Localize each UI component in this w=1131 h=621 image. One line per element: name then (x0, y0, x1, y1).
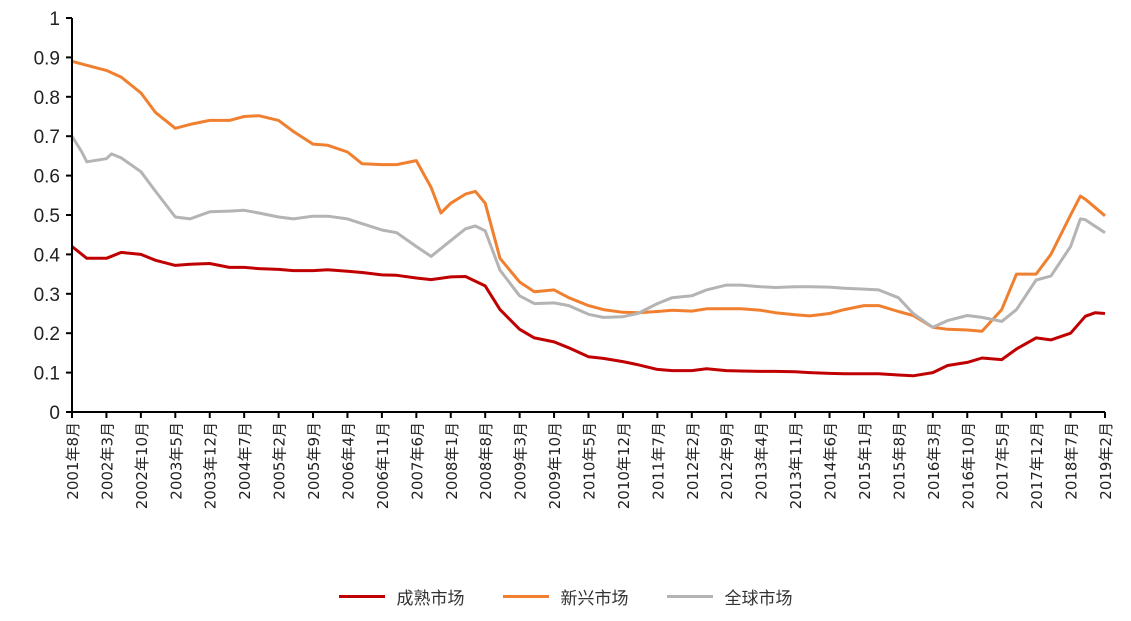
x-tick-label: 2006年11月 (374, 422, 392, 509)
x-tick-label: 2008年1月 (443, 422, 461, 500)
series-line-1 (71, 59, 1106, 333)
legend-swatch-mature (338, 595, 385, 598)
x-tick-label: 2019年2月 (1097, 422, 1115, 500)
legend-label: 成熟市场 (396, 589, 465, 609)
x-tick-label: 2013年4月 (753, 422, 771, 500)
legend-label: 全球市场 (724, 589, 793, 609)
y-tick-label: 0.9 (34, 48, 60, 69)
series-line-0 (71, 245, 1106, 378)
y-tick-label: 0.8 (34, 88, 60, 109)
series-lines (70, 59, 1106, 378)
legend-swatch-emerging (502, 595, 549, 598)
legend-label: 新兴市场 (560, 589, 629, 609)
x-tick-label: 2012年2月 (684, 422, 702, 500)
x-axis-ticks: 2001年8月 2002年3月 2002年10月 2003年5月 2003年12月 200… (64, 412, 1115, 509)
legend-item-emerging: 新兴市场 (502, 584, 629, 609)
x-tick-label: 2006年4月 (339, 422, 357, 500)
y-tick-label: 0.3 (34, 285, 60, 306)
legend: 成熟市场 新兴市场 全球市场 (0, 584, 1131, 609)
x-tick-label: 2005年2月 (271, 422, 289, 500)
x-tick-label: 2017年12月 (1028, 422, 1046, 509)
x-tick-label: 2003年12月 (202, 422, 220, 509)
x-tick-label: 2001年8月 (64, 422, 82, 500)
x-tick-label: 2018年7月 (1063, 422, 1081, 500)
legend-swatch-global (666, 595, 713, 598)
y-tick-label: 0 (49, 403, 60, 424)
x-tick-label: 2007年6月 (408, 422, 426, 500)
y-tick-label: 0.5 (34, 206, 60, 227)
x-tick-label: 2005年9月 (305, 422, 323, 500)
y-tick-label: 0.6 (34, 167, 60, 188)
x-tick-label: 2016年10月 (959, 422, 977, 509)
x-tick-label: 2010年5月 (581, 422, 599, 500)
x-tick-label: 2015年1月 (856, 422, 874, 500)
x-tick-label: 2017年5月 (994, 422, 1012, 500)
x-tick-label: 2009年10月 (546, 422, 564, 509)
y-tick-label: 1 (49, 9, 60, 30)
x-tick-label: 2013年11月 (787, 422, 805, 509)
x-tick-label: 2011年7月 (649, 422, 667, 500)
x-tick-label: 2016年3月 (925, 422, 943, 500)
x-tick-label: 2012年9月 (718, 422, 736, 500)
legend-item-mature: 成熟市场 (338, 584, 465, 609)
x-tick-label: 2015年8月 (890, 422, 908, 500)
y-tick-label: 0.7 (34, 127, 60, 148)
x-tick-label: 2008年8月 (477, 422, 495, 500)
x-tick-label: 2010年12月 (615, 422, 633, 509)
y-tick-label: 0.1 (34, 364, 60, 385)
x-tick-label: 2004年7月 (236, 422, 254, 500)
y-axis-ticks: 0 0.1 0.2 0.3 0.4 0.5 0.6 0.7 0.8 0.9 1 (34, 9, 72, 424)
series-line-2 (70, 135, 1106, 329)
x-tick-label: 2014年6月 (822, 422, 840, 500)
x-tick-label: 2002年10月 (133, 422, 151, 509)
y-tick-label: 0.4 (34, 245, 61, 266)
x-tick-label: 2003年5月 (167, 422, 185, 500)
legend-item-global: 全球市场 (666, 584, 793, 609)
x-tick-label: 2009年3月 (512, 422, 530, 500)
y-tick-label: 0.2 (34, 324, 60, 345)
x-tick-label: 2002年3月 (98, 422, 116, 500)
